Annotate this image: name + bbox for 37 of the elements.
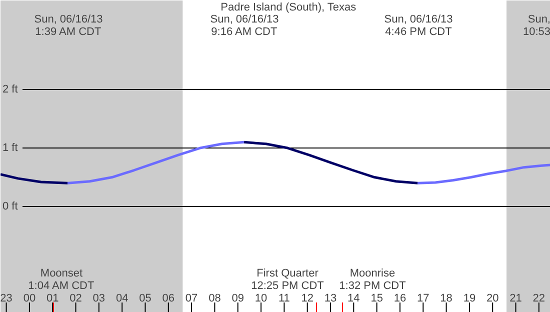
x-tick-label: 18 <box>440 292 452 304</box>
x-tick-label: 05 <box>139 292 152 304</box>
annotation: Sun, 06/16/13 4:46 PM CDT <box>384 14 453 38</box>
x-tick-label: 00 <box>23 292 36 304</box>
annotation: First Quarter 12:25 PM CDT <box>251 268 324 292</box>
chart-title: Padre Island (South), Texas <box>220 2 357 14</box>
x-tick-label: 04 <box>116 292 128 304</box>
x-tick-label: 07 <box>185 292 198 304</box>
line-series <box>66 140 246 184</box>
annotation: Sun, 10:53 <box>522 14 550 38</box>
x-tick-label: 06 <box>162 292 175 304</box>
x-tick-label: 19 <box>463 292 476 304</box>
x-tick-label: 03 <box>92 292 106 304</box>
x-tick-label: 16 <box>394 292 406 304</box>
x-tick-label: 21 <box>510 292 522 304</box>
x-tick-label: 22 <box>532 292 546 304</box>
y-tick-label: 0 ft <box>2 200 18 213</box>
x-tick-label: 15 <box>370 292 383 304</box>
annotation: Sun, 06/16/13 9:16 AM CDT <box>210 14 279 38</box>
x-tick-label: 17 <box>417 292 430 304</box>
line-series <box>242 140 419 184</box>
y-tick-label: 1 ft <box>2 142 18 154</box>
x-tick-label: 11 <box>278 292 290 304</box>
annotation: Moonrise 1:32 PM CDT <box>339 268 406 292</box>
x-tick-label: 02 <box>70 292 82 304</box>
annotation: Moonset 1:04 AM CDT <box>28 268 94 292</box>
x-tick-label: 23 <box>0 292 12 304</box>
x-tick-label: 13 <box>324 292 337 304</box>
x-tick-label: 12 <box>301 292 314 304</box>
x-tick-label: 01 <box>46 292 59 304</box>
x-tick-label: 20 <box>486 292 499 304</box>
x-tick-label: 14 <box>348 292 360 304</box>
x-tick-label: 08 <box>208 292 221 304</box>
x-tick-label: 09 <box>232 292 244 304</box>
annotation: Sun, 06/16/13 1:39 AM CDT <box>34 14 103 38</box>
x-tick-label: 10 <box>254 292 268 304</box>
y-tick-label: 2 ft <box>2 83 18 96</box>
